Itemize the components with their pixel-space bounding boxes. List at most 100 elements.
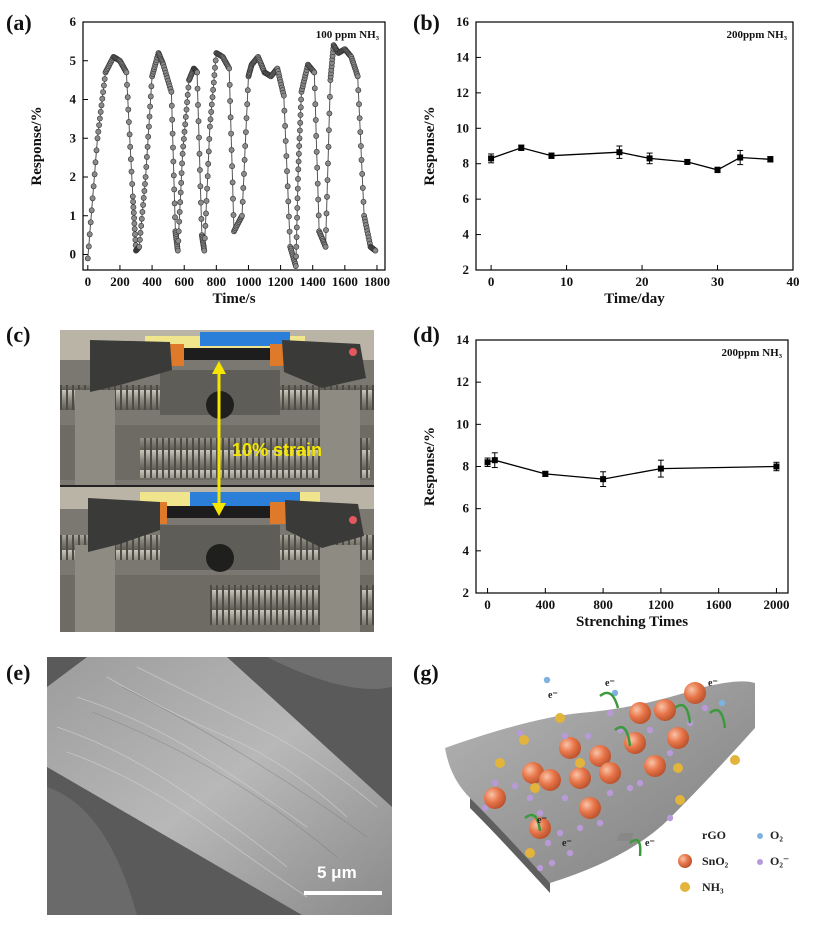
chart-b-ytick-label: 4 [463,227,470,242]
chart-a-point [322,243,329,250]
chart-d-point [773,463,780,470]
o2-ion [526,794,534,802]
chart-a-point [324,193,330,200]
chart-a-point [297,104,304,111]
chart-b-point [767,156,774,163]
chart-a-point [90,183,97,190]
mechanism-schematic: e⁻ e⁻ e⁻ e⁻ e⁻ e⁻ rGO O₂ SnO₂ O₂⁻ NH₃ [440,668,825,918]
chart-a-point [284,183,291,190]
chart-a-point [182,114,189,120]
chart-a-point [124,81,130,88]
sno2-particle [589,745,611,767]
chart-a-ytick-label: 1 [70,208,77,223]
chart-a-point [206,123,213,130]
sno2-particle [539,769,561,791]
chart-a-point [293,243,300,250]
chart-a-point [129,181,136,187]
o2-ion [516,729,524,737]
chart-d-point [484,459,491,466]
electron-arrow [629,838,642,857]
chart-a-point [311,85,318,92]
chart-a-point [230,195,236,202]
chart-a-xlabel: Time/s [212,291,255,307]
chart-a-point [147,103,153,110]
chart-a-point [208,109,215,115]
nh3-molecule [575,758,585,768]
chart-a-point [355,87,362,94]
o2-ion [561,732,569,740]
chart-a-xtick-label: 1800 [364,274,390,289]
nh3-molecule [525,848,535,858]
chart-a-point [205,160,212,167]
chart-a-point [97,115,103,122]
chart-a-point [209,94,216,101]
chart-a-point [140,201,146,208]
chart-a-point [284,168,290,175]
chart-a-point [296,127,303,134]
o2-ion [544,839,552,847]
chart-a-point [323,210,330,217]
chart-d-xtick-label: 0 [484,597,491,612]
chart-a-point [130,198,136,205]
chart-a-point [228,130,234,137]
chart-a-point [295,175,301,182]
chart-a-point [210,79,217,86]
chart-a-point [179,150,186,157]
chart-a-point [174,247,181,254]
chart-a-point [172,214,178,221]
chart-a-point [283,153,290,159]
sno2-particle [569,767,591,789]
o2-ion [566,849,574,857]
chart-a-point [202,222,209,229]
o2-ion [606,789,614,797]
chart-a-point [324,177,331,183]
chart-a-point [359,184,366,191]
chart-a-point [325,127,332,134]
chart-a-point [211,72,218,78]
chart-a-point [137,229,144,236]
chart-a-point [207,116,214,123]
chart-a-point [297,119,304,126]
chart-a-point [295,158,302,165]
o2-ion [606,709,614,717]
o2-ion [481,804,489,812]
chart-a-point [194,85,201,92]
chart-b-point [616,149,623,156]
chart-a-group: 0 200 400 600 800 1000 1200 1400 1600 1800 0 1 2 3 4 5 6… [29,14,390,307]
chart-a-point [142,174,149,180]
chart-b-xtick-label: 20 [636,274,649,289]
chart-a-point [205,148,212,155]
chart-b-point [737,154,744,161]
electron-arrow [599,691,620,709]
chart-a-point [203,210,209,217]
o2-legend-icon [757,833,763,839]
nh3-molecule [675,795,685,805]
o2-molecule [543,676,551,684]
o2-ion [511,782,519,790]
chart-a-point [142,181,148,187]
nh3-molecule [730,755,740,765]
chart-a-xtick-label: 200 [110,274,130,289]
chart-a-point [360,198,367,205]
chart-a-xtick-label: 400 [142,274,162,289]
electron-label: e⁻ [548,690,558,701]
chart-d-xtick-label: 400 [536,597,556,612]
chart-d-ytick-label: 2 [463,585,470,600]
rgo-legend-icon [617,833,634,841]
chart-a-point [147,93,154,100]
o2-ion [536,864,544,872]
chart-a-point [197,199,204,206]
chart-a-point [285,213,292,220]
chart-a-point [286,228,293,235]
chart-b-ytick-label: 2 [463,262,470,277]
chart-a-point [356,101,362,108]
panel-label-e: (e) [6,660,31,685]
chart-a-point [176,208,183,215]
chart-d-ytick-label: 4 [463,543,470,558]
chart-a-point [148,83,155,90]
chart-a-point [204,185,210,192]
chart-d-ytick-label: 12 [456,374,469,389]
chart-a-point [313,132,320,139]
chart-d-ylabel: Response/% [422,427,438,506]
